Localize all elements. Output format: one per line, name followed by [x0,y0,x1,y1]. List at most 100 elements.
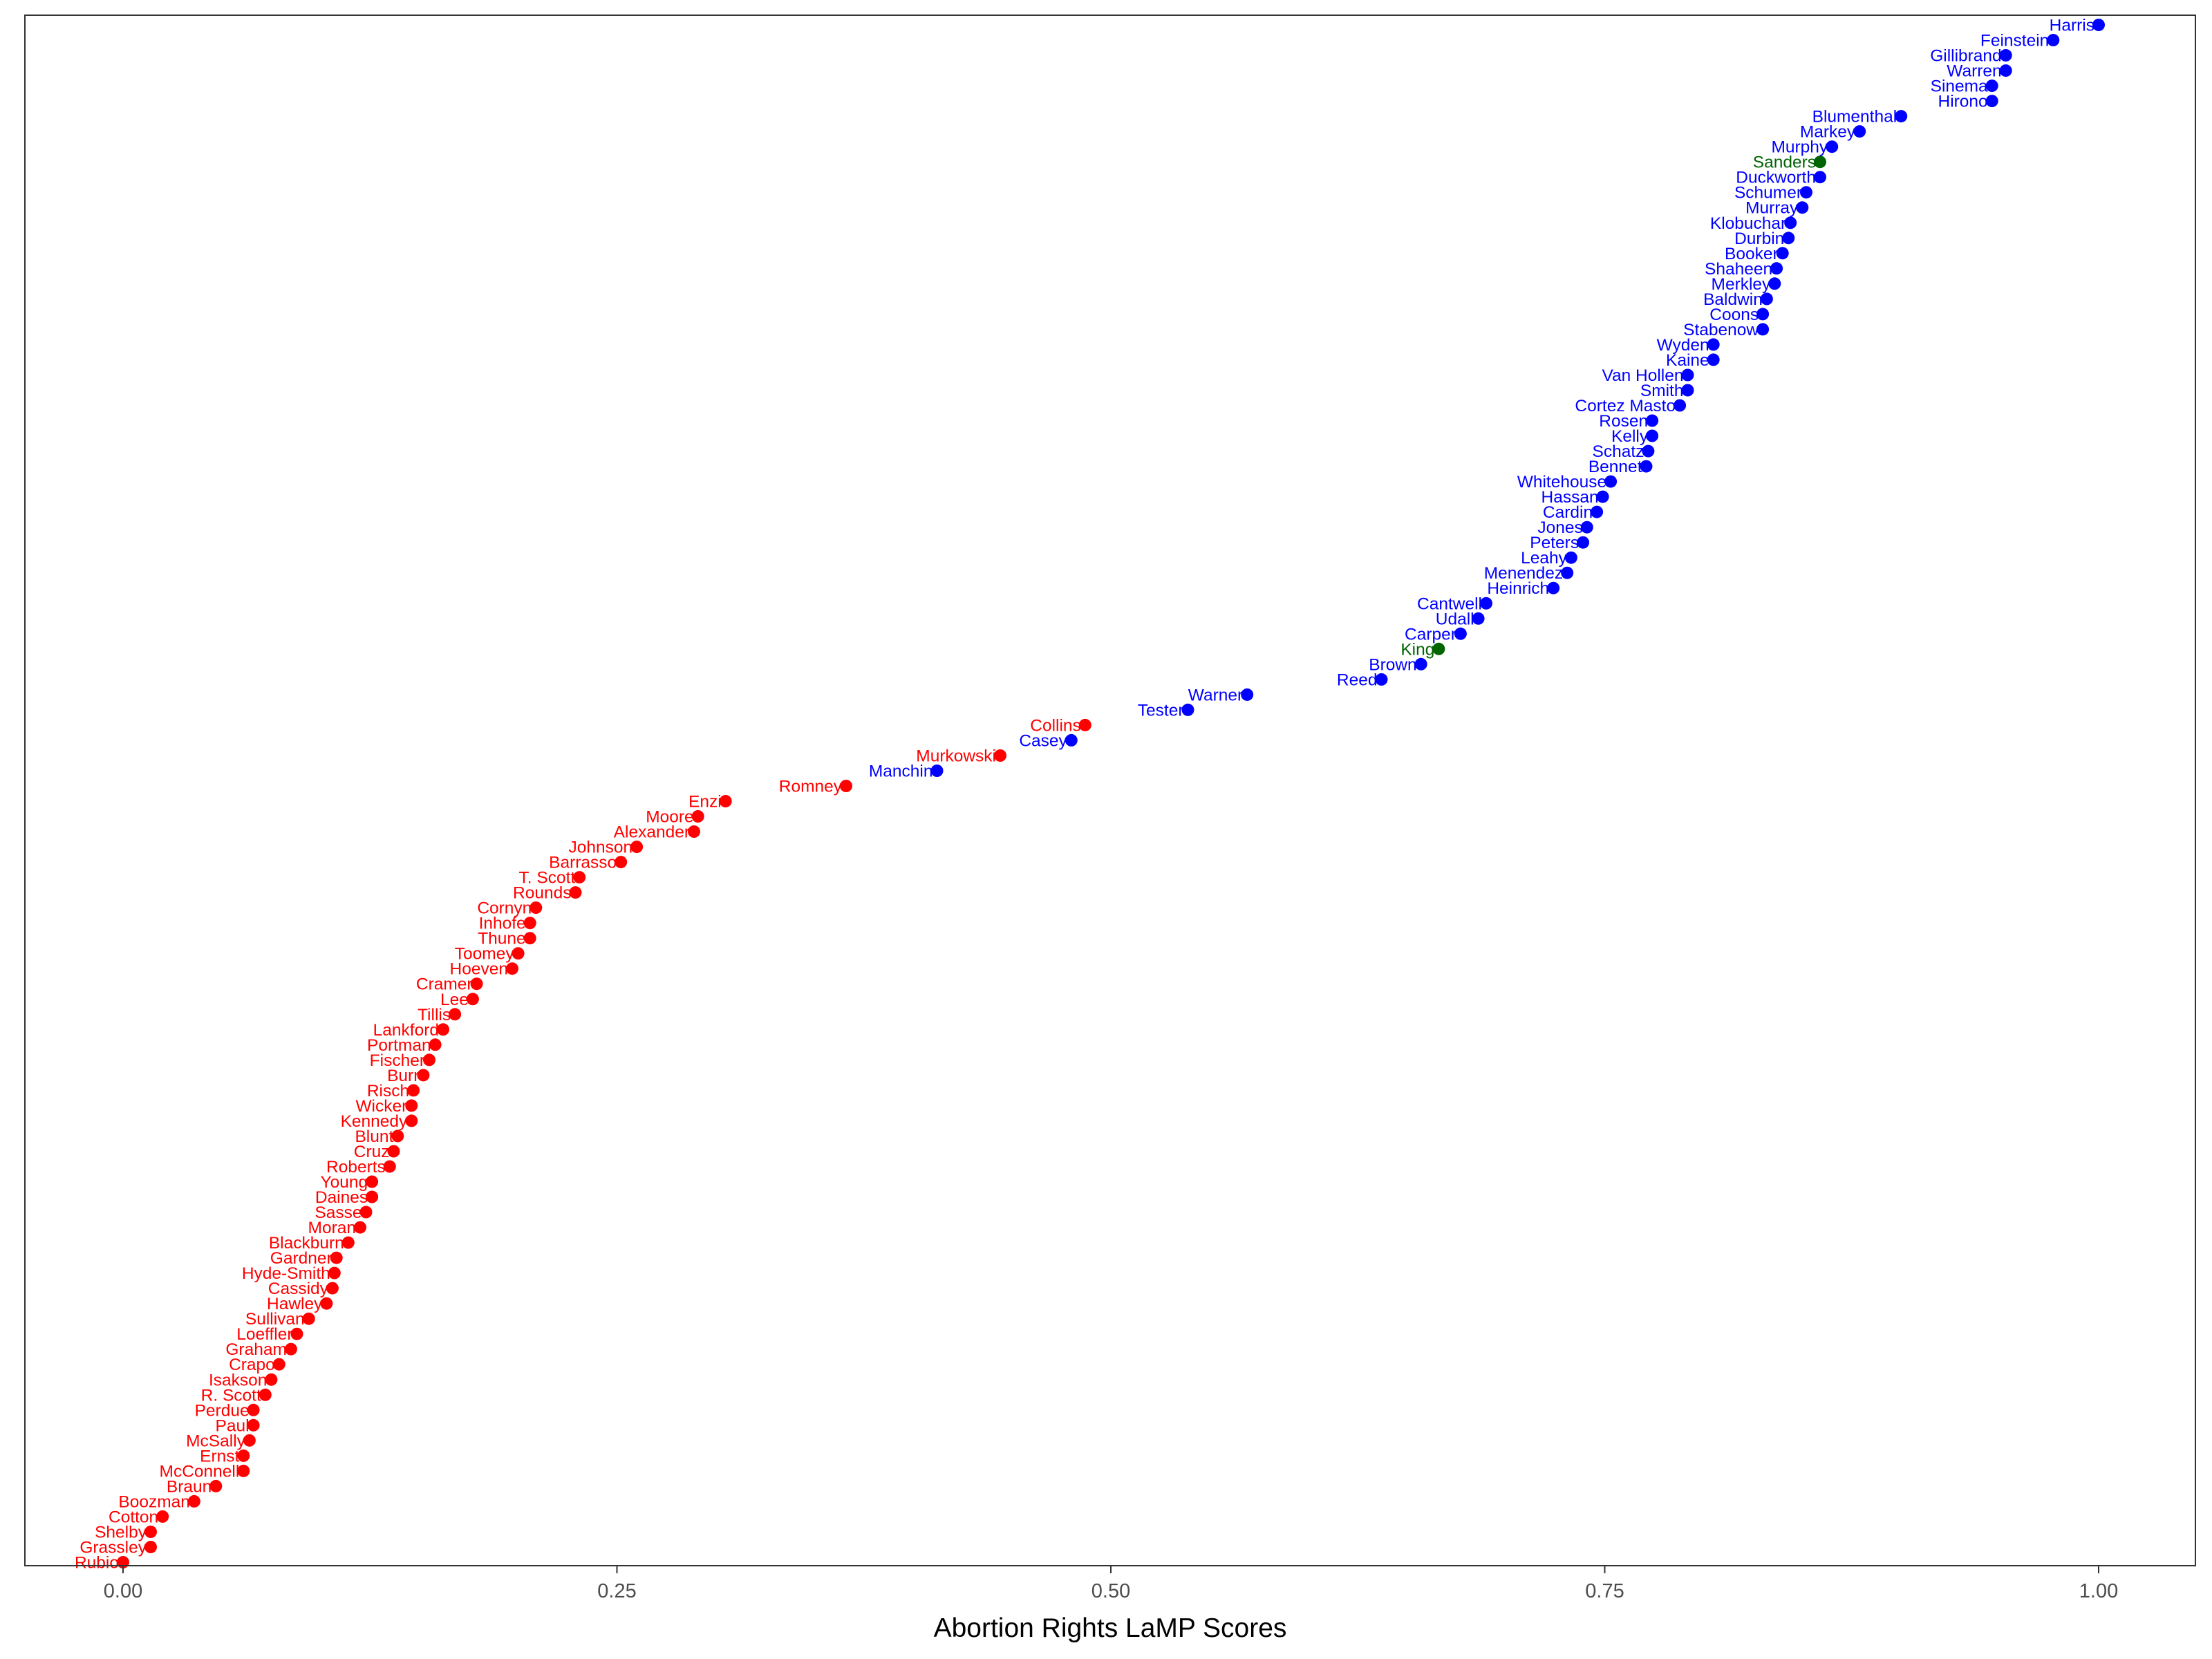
senator-point: Harris [2050,17,2105,35]
senator-label: Jones [1537,518,1582,537]
senator-dot [1768,277,1781,290]
senator-point: Warren [1947,62,2012,81]
senator-dot [1642,444,1655,458]
senator-label: Shaheen [1705,260,1772,279]
senator-label: Boozman [118,1492,190,1511]
senator-point: Smith [1640,382,1694,400]
senator-label: Ernst [200,1447,239,1465]
senator-label: Udall [1436,610,1474,628]
senator-label: Johnson [568,838,632,857]
senator-label: Kaine [1666,351,1709,370]
senator-label: Romney [779,778,843,796]
senator-label: Klobuchar [1710,214,1786,233]
senator-point: R. Scott [201,1386,272,1405]
senator-dot [330,1251,343,1264]
senator-dot [930,765,944,777]
senator-dot [437,1023,449,1036]
senator-label: Rounds [513,884,571,903]
senator-label: Rubio [75,1554,119,1573]
senator-point: Leahy [1521,549,1577,568]
senator-label: King [1400,640,1434,659]
senator-point: Merkley [1712,275,1781,294]
senator-label: McConnell [160,1462,240,1481]
senator-dot [247,1403,260,1416]
senator-point: Cornyn [477,899,543,918]
senator-point: Shelby [95,1524,157,1542]
senator-point: Loeffler [236,1325,303,1344]
senator-dot [383,1160,396,1173]
senator-point: Perdue [195,1401,260,1420]
senator-dot [1782,232,1795,245]
senator-label: Inhofe [479,915,526,933]
senator-label: Hyde-Smith [242,1264,330,1283]
senator-label: Perdue [195,1401,250,1420]
senator-dot [523,932,536,945]
senator-dot [1646,429,1659,442]
senator-point: Kelly [1611,427,1659,446]
senator-point: Cruz [354,1143,400,1161]
senator-label: Kelly [1611,427,1649,446]
senator-point: Hassan [1541,488,1609,507]
senator-dot [387,1145,400,1158]
senator-point: McSally [186,1432,256,1450]
senator-point: Alexander [614,823,700,842]
senator-dot [1826,140,1839,153]
senator-dot [506,962,518,975]
senator-label: Hawley [267,1295,323,1313]
senator-dot [366,1190,379,1203]
senator-point: Enzi [688,793,732,812]
senator-point: Tillis [418,1006,462,1024]
senator-dot [272,1358,285,1371]
senator-dot [243,1434,256,1447]
senator-label: McSally [186,1432,246,1450]
senator-point: Cortez Masto [1575,397,1687,415]
senator-point: Lankford [373,1021,449,1040]
x-tick-label: 0.75 [1585,1580,1624,1602]
senator-point: Sinema [1931,77,1998,96]
senator-point: King [1400,640,1445,659]
senator-label: Carper [1405,625,1456,644]
senator-dot [144,1526,157,1538]
senator-label: Casey [1019,731,1067,750]
senator-point: Boozman [118,1492,200,1511]
senator-dot [1707,353,1720,366]
senator-dot [449,1008,462,1021]
senator-label: T. Scott [518,869,575,888]
senator-point: Rubio [75,1554,129,1573]
senator-point: Sanders [1753,153,1826,172]
senator-dot [423,1053,435,1067]
senator-point: Gillibrand [1930,47,2012,66]
senator-point: Feinstein [1980,32,2060,50]
senator-dot [1580,521,1593,534]
senator-point: Shaheen [1705,260,1783,279]
senator-label: Burr [387,1067,419,1085]
senator-point: Fischer [370,1051,435,1070]
senator-point: T. Scott [518,869,586,888]
senator-dot [1375,673,1388,686]
senator-point: Thune [478,930,536,948]
senator-label: Merkley [1712,275,1772,294]
senator-dot [688,825,700,838]
senator-label: Reed [1337,671,1378,689]
senator-point: Cardin [1543,503,1604,522]
senator-point: Ernst [200,1447,250,1465]
senator-point: Grassley [79,1539,157,1557]
senator-point: Burr [387,1067,430,1085]
senator-dot [1681,384,1694,397]
senator-point: Romney [779,778,852,796]
senator-point: Bennet [1588,458,1653,476]
senator-label: Sanders [1753,153,1816,172]
senator-dot [1454,627,1467,640]
senator-point: Braun [167,1477,223,1496]
senator-dot [1999,64,2012,77]
senator-dot [366,1175,379,1188]
senator-label: Grassley [79,1539,147,1557]
senator-label: Cotton [109,1508,158,1526]
senator-label: Bennet [1588,458,1642,476]
senator-label: Feinstein [1980,32,2049,50]
senator-point: Van Hollen [1602,366,1694,385]
senator-label: Braun [167,1477,212,1496]
senator-point: Portman [367,1036,442,1055]
senator-label: Cramer [416,975,473,994]
senator-label: Gillibrand [1930,47,2002,66]
